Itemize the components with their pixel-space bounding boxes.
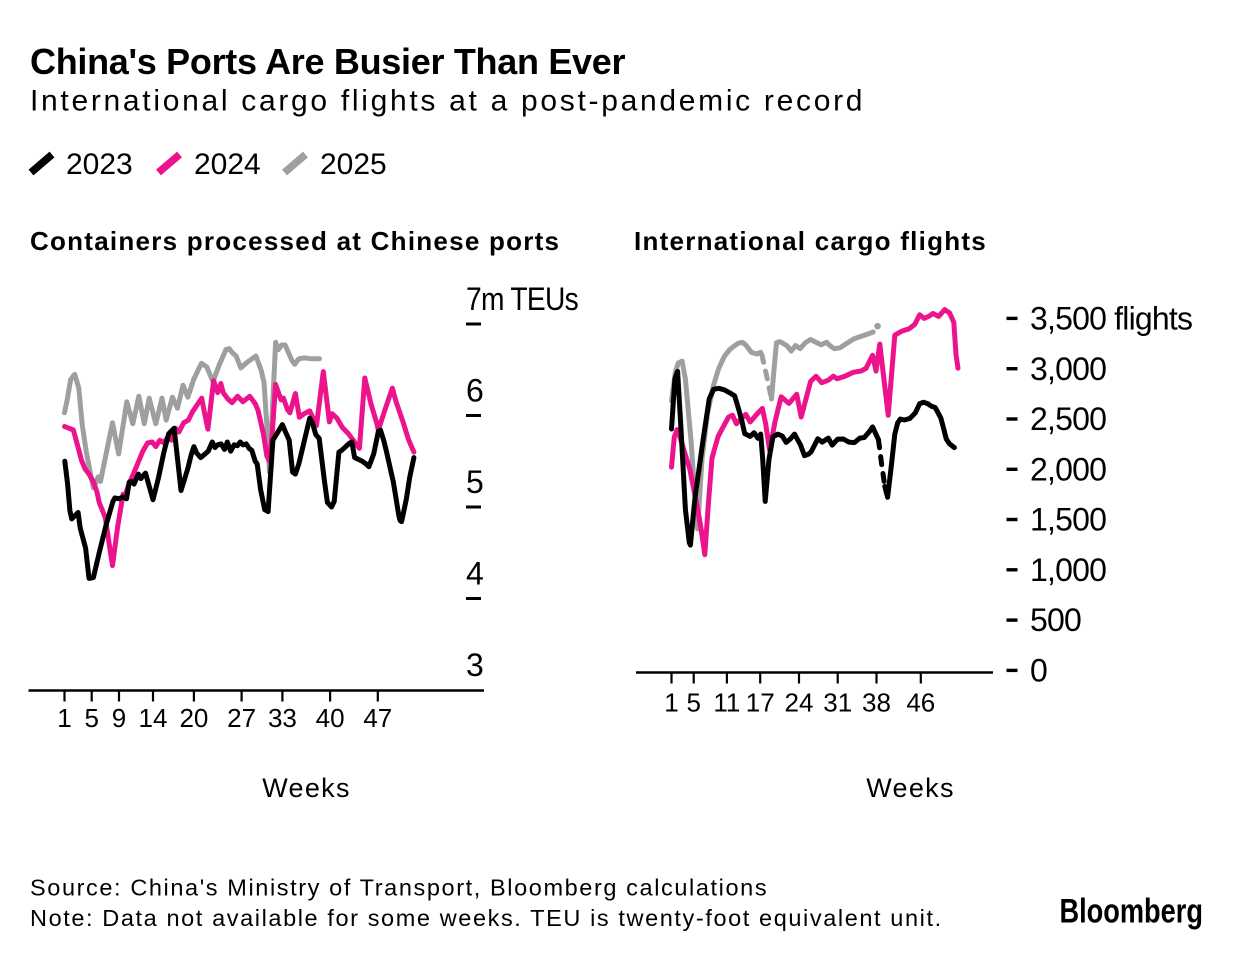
svg-text:9: 9 — [112, 703, 126, 733]
svg-text:6: 6 — [466, 373, 483, 409]
svg-text:1,000: 1,000 — [1030, 552, 1106, 588]
svg-text:33: 33 — [268, 703, 297, 733]
svg-text:2025: 2025 — [320, 148, 387, 181]
svg-text:1: 1 — [57, 703, 71, 733]
svg-text:4: 4 — [466, 556, 483, 592]
svg-text:46: 46 — [906, 687, 935, 717]
svg-text:2024: 2024 — [194, 148, 261, 181]
svg-text:2,000: 2,000 — [1030, 451, 1106, 487]
svg-text:20: 20 — [179, 703, 208, 733]
svg-text:China's Ports Are Busier Than: China's Ports Are Busier Than Ever — [30, 41, 625, 82]
svg-text:5: 5 — [466, 464, 483, 500]
svg-text:3,500 flights: 3,500 flights — [1030, 301, 1192, 337]
svg-text:International cargo flights: International cargo flights — [634, 226, 987, 256]
svg-text:7m TEUs: 7m TEUs — [466, 281, 578, 317]
svg-text:27: 27 — [227, 703, 256, 733]
svg-text:40: 40 — [316, 703, 345, 733]
svg-text:Bloomberg: Bloomberg — [1060, 892, 1203, 931]
svg-text:Containers processed at Chines: Containers processed at Chinese ports — [30, 226, 560, 256]
svg-text:2,500: 2,500 — [1030, 401, 1106, 437]
svg-text:47: 47 — [363, 703, 392, 733]
svg-text:3: 3 — [466, 647, 483, 683]
svg-text:Weeks: Weeks — [262, 773, 351, 803]
svg-text:31: 31 — [823, 687, 852, 717]
svg-text:5: 5 — [84, 703, 98, 733]
svg-text:5: 5 — [686, 687, 700, 717]
svg-text:Weeks: Weeks — [866, 773, 955, 803]
svg-text:0: 0 — [1030, 653, 1047, 689]
svg-text:1,500: 1,500 — [1030, 502, 1106, 538]
svg-text:International cargo flights at: International cargo flights at a post-pa… — [30, 85, 865, 118]
svg-text:3,000: 3,000 — [1030, 351, 1106, 387]
svg-text:17: 17 — [746, 687, 775, 717]
svg-text:Source: China's Ministry of Tr: Source: China's Ministry of Transport, B… — [30, 875, 768, 901]
svg-text:500: 500 — [1030, 602, 1081, 638]
svg-text:2023: 2023 — [66, 148, 133, 181]
svg-text:Note: Data not available for s: Note: Data not available for some weeks.… — [30, 905, 943, 931]
svg-text:38: 38 — [862, 687, 891, 717]
svg-text:14: 14 — [139, 703, 168, 733]
svg-text:1: 1 — [664, 687, 678, 717]
svg-text:24: 24 — [785, 687, 814, 717]
svg-text:11: 11 — [713, 687, 740, 717]
